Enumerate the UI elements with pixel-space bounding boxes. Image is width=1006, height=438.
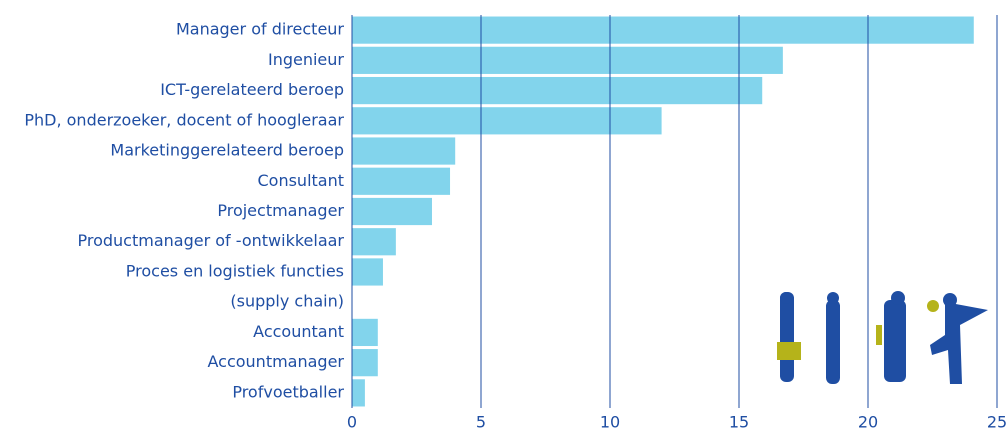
bar — [352, 258, 383, 285]
silhouette — [930, 302, 988, 384]
x-tick-label: 15 — [729, 413, 749, 432]
y-tick-label: Proces en logistiek functies — [126, 261, 344, 280]
bar — [352, 107, 662, 134]
y-tick-label: Manager of directeur — [176, 20, 344, 39]
silhouette — [780, 292, 794, 382]
bar — [352, 47, 783, 74]
bar — [352, 349, 378, 376]
x-tick-label: 10 — [600, 413, 620, 432]
y-tick-label: PhD, onderzoeker, docent of hoogleraar — [24, 110, 344, 129]
decoration — [777, 291, 988, 384]
y-tick-label: Marketinggerelateerd beroep — [110, 141, 344, 160]
briefcase — [777, 342, 801, 360]
y-tick-label: Projectmanager — [217, 201, 344, 220]
x-tick-label: 0 — [347, 413, 357, 432]
bar — [352, 168, 450, 195]
bar — [352, 319, 378, 346]
y-tick-label: Profvoetballer — [232, 382, 344, 401]
ball — [927, 300, 939, 312]
x-tick-label: 20 — [858, 413, 878, 432]
y-tick-label: Accountant — [253, 322, 344, 341]
y-tick-label: Ingenieur — [268, 50, 344, 69]
paper — [876, 325, 882, 345]
bar — [352, 77, 762, 104]
silhouette — [827, 292, 839, 304]
y-tick-label: Consultant — [257, 171, 344, 190]
bar — [352, 228, 396, 255]
x-tick-label: 25 — [987, 413, 1006, 432]
bar — [352, 137, 455, 164]
silhouette — [826, 300, 840, 384]
silhouette — [891, 291, 905, 305]
bar — [352, 17, 974, 44]
x-tick-label: 5 — [476, 413, 486, 432]
y-tick-label: (supply chain) — [230, 292, 344, 311]
y-tick-label: ICT-gerelateerd beroep — [160, 80, 344, 99]
chart: Manager of directeur Ingenieur ICT-gerelat… — [0, 0, 1006, 438]
y-tick-label: Accountmanager — [207, 352, 344, 371]
silhouette — [943, 293, 957, 307]
silhouette — [780, 292, 792, 304]
y-tick-label: Productmanager of -ontwikkelaar — [78, 231, 345, 250]
bar — [352, 379, 365, 406]
bar — [352, 198, 432, 225]
silhouette — [884, 300, 906, 382]
